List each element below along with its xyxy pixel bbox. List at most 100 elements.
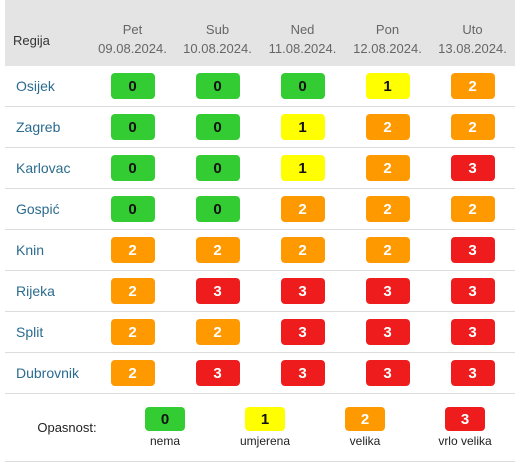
danger-cell: 0 xyxy=(90,196,175,222)
danger-level-badge: 2 xyxy=(195,319,240,345)
danger-cell: 0 xyxy=(175,196,260,222)
danger-level-badge: 1 xyxy=(280,155,325,181)
table-header: Regija Pet 09.08.2024. Sub 10.08.2024. N… xyxy=(5,0,515,66)
danger-level-badge: 3 xyxy=(195,278,240,304)
danger-cell: 3 xyxy=(430,278,515,304)
danger-level-badge: 2 xyxy=(195,237,240,263)
danger-level-badge: 3 xyxy=(365,319,410,345)
danger-cell: 2 xyxy=(430,196,515,222)
region-link[interactable]: Zagreb xyxy=(16,119,61,135)
danger-level-badge: 2 xyxy=(110,237,155,263)
danger-cell: 3 xyxy=(175,278,260,304)
danger-level-badge: 0 xyxy=(110,155,155,181)
danger-level-badge: 3 xyxy=(450,319,495,345)
legend-text: vrlo velika xyxy=(438,434,492,448)
day-header: Pon 12.08.2024. xyxy=(345,0,430,66)
day-name: Uto xyxy=(462,22,483,37)
danger-level-badge: 0 xyxy=(195,114,240,140)
danger-cell: 2 xyxy=(90,360,175,386)
danger-cell: 2 xyxy=(175,237,260,263)
fire-danger-table: Regija Pet 09.08.2024. Sub 10.08.2024. N… xyxy=(5,0,515,462)
day-date: 10.08.2024. xyxy=(183,41,252,56)
day-date: 13.08.2024. xyxy=(438,41,507,56)
danger-level-badge: 0 xyxy=(110,196,155,222)
danger-level-badge: 2 xyxy=(450,73,495,99)
region-link[interactable]: Dubrovnik xyxy=(16,365,80,381)
danger-cell: 0 xyxy=(175,73,260,99)
day-name: Sub xyxy=(205,22,230,37)
danger-level-badge: 0 xyxy=(110,114,155,140)
day-date: 09.08.2024. xyxy=(98,41,167,56)
legend-item: 2 velika xyxy=(315,407,415,448)
table-row: Zagreb 0 0 1 2 2 xyxy=(5,107,515,148)
danger-level-badge: 0 xyxy=(195,73,240,99)
region-link[interactable]: Knin xyxy=(16,242,45,258)
danger-cell: 3 xyxy=(430,360,515,386)
day-header: Pet 09.08.2024. xyxy=(90,0,175,66)
danger-cell: 2 xyxy=(345,237,430,263)
danger-level-badge: 2 xyxy=(365,114,410,140)
danger-cell: 3 xyxy=(345,278,430,304)
danger-cell: 2 xyxy=(260,237,345,263)
danger-level-badge: 0 xyxy=(195,155,240,181)
danger-level-badge: 3 xyxy=(195,360,240,386)
danger-level-badge: 1 xyxy=(280,114,325,140)
danger-cell: 2 xyxy=(260,196,345,222)
danger-cell: 0 xyxy=(90,73,175,99)
region-link[interactable]: Gospić xyxy=(16,201,60,217)
danger-level-badge: 0 xyxy=(110,73,155,99)
legend-badge-0: 0 xyxy=(145,407,185,431)
danger-level-badge: 1 xyxy=(365,73,410,99)
table-row: Gospić 0 0 2 2 2 xyxy=(5,189,515,230)
region-column-header: Regija xyxy=(13,33,50,48)
danger-level-badge: 3 xyxy=(280,278,325,304)
danger-cell: 1 xyxy=(345,73,430,99)
legend-label: Opasnost: xyxy=(37,420,97,435)
legend-item: 3 vrlo velika xyxy=(415,407,515,448)
danger-cell: 0 xyxy=(260,73,345,99)
danger-level-badge: 0 xyxy=(195,196,240,222)
danger-level-badge: 3 xyxy=(365,360,410,386)
table-row: Osijek 0 0 0 1 2 xyxy=(5,66,515,107)
danger-cell: 3 xyxy=(430,237,515,263)
day-header: Sub 10.08.2024. xyxy=(175,0,260,66)
danger-cell: 3 xyxy=(430,155,515,181)
danger-cell: 0 xyxy=(90,155,175,181)
day-header: Ned 11.08.2024. xyxy=(260,0,345,66)
danger-level-badge: 3 xyxy=(280,319,325,345)
region-link[interactable]: Rijeka xyxy=(16,283,55,299)
danger-cell: 2 xyxy=(90,278,175,304)
danger-cell: 2 xyxy=(430,114,515,140)
table-row: Karlovac 0 0 1 2 3 xyxy=(5,148,515,189)
danger-cell: 1 xyxy=(260,155,345,181)
danger-cell: 2 xyxy=(345,196,430,222)
danger-level-badge: 3 xyxy=(450,278,495,304)
danger-level-badge: 3 xyxy=(450,360,495,386)
region-link[interactable]: Split xyxy=(16,324,44,340)
danger-level-badge: 2 xyxy=(450,196,495,222)
table-row: Rijeka 2 3 3 3 3 xyxy=(5,271,515,312)
danger-cell: 3 xyxy=(430,319,515,345)
danger-cell: 3 xyxy=(345,360,430,386)
danger-cell: 0 xyxy=(175,114,260,140)
region-link[interactable]: Karlovac xyxy=(16,160,71,176)
legend-item: 1 umjerena xyxy=(215,407,315,448)
danger-cell: 0 xyxy=(175,155,260,181)
danger-cell: 0 xyxy=(90,114,175,140)
danger-level-badge: 2 xyxy=(280,196,325,222)
region-link[interactable]: Osijek xyxy=(16,78,55,94)
danger-level-badge: 0 xyxy=(280,73,325,99)
danger-level-badge: 3 xyxy=(280,360,325,386)
danger-cell: 3 xyxy=(260,319,345,345)
danger-level-badge: 2 xyxy=(110,319,155,345)
danger-cell: 1 xyxy=(260,114,345,140)
danger-cell: 2 xyxy=(90,237,175,263)
danger-cell: 2 xyxy=(90,319,175,345)
danger-level-badge: 2 xyxy=(450,114,495,140)
danger-level-badge: 2 xyxy=(365,155,410,181)
table-body: Osijek 0 0 0 1 2 Zagreb 0 0 1 2 2 Karlovac 0 0 1 2 3 Gospi… xyxy=(5,66,515,394)
table-row: Knin 2 2 2 2 3 xyxy=(5,230,515,271)
danger-cell: 2 xyxy=(175,319,260,345)
day-date: 12.08.2024. xyxy=(353,41,422,56)
danger-cell: 2 xyxy=(345,155,430,181)
